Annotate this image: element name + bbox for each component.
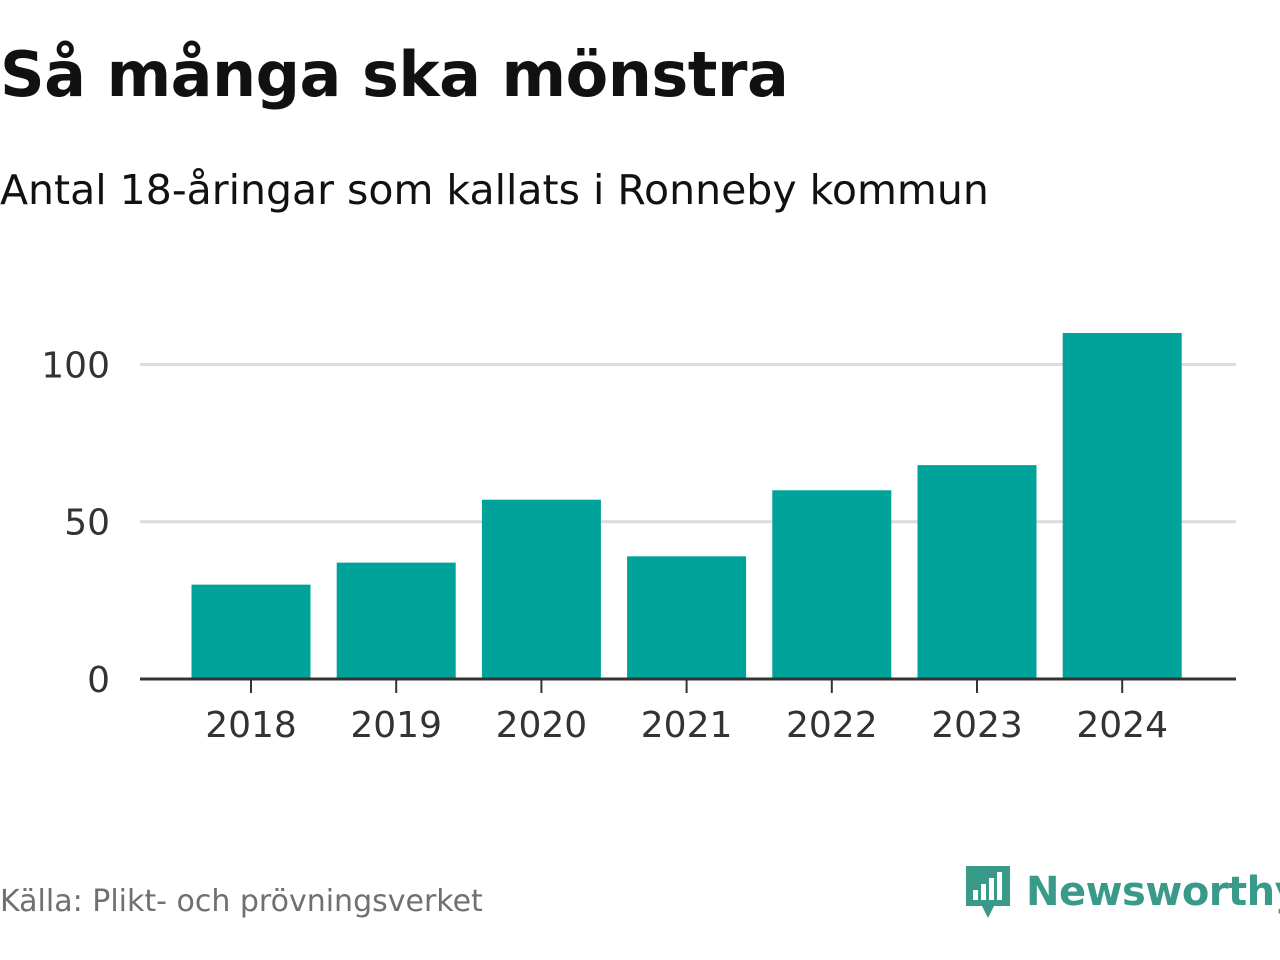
y-tick-label: 0 — [87, 660, 110, 701]
bars — [191, 333, 1182, 679]
x-tick-label: 2024 — [1076, 705, 1168, 746]
bar-chart-speech-bubble-icon — [966, 866, 1010, 918]
bar — [917, 465, 1037, 679]
chart-title: Så många ska mönstra — [0, 38, 789, 111]
bar — [191, 584, 311, 679]
bar — [627, 556, 747, 679]
axes — [140, 677, 1236, 693]
bar — [1062, 333, 1182, 679]
x-tick-label: 2019 — [350, 705, 442, 746]
tick-labels: 0 50 100 2018 2019 2020 2021 2022 2023 2024 — [41, 345, 1168, 746]
bar — [336, 562, 456, 679]
x-tick-label: 2020 — [496, 705, 588, 746]
y-tick-label: 100 — [41, 345, 110, 386]
gridlines — [140, 362, 1236, 524]
chart-subtitle: Antal 18-åringar som kallats i Ronneby k… — [0, 166, 989, 214]
y-tick-label: 50 — [64, 503, 110, 544]
brand[interactable]: Newsworthy — [962, 862, 1280, 922]
source-note: Källa: Plikt- och prövningsverket — [0, 884, 483, 919]
x-tick-label: 2022 — [786, 705, 878, 746]
x-tick-label: 2023 — [931, 705, 1023, 746]
brand-name: Newsworthy — [1026, 869, 1280, 915]
bar — [481, 499, 601, 679]
x-tick-label: 2021 — [641, 705, 733, 746]
x-tick-label: 2018 — [205, 705, 297, 746]
bar — [772, 490, 892, 679]
